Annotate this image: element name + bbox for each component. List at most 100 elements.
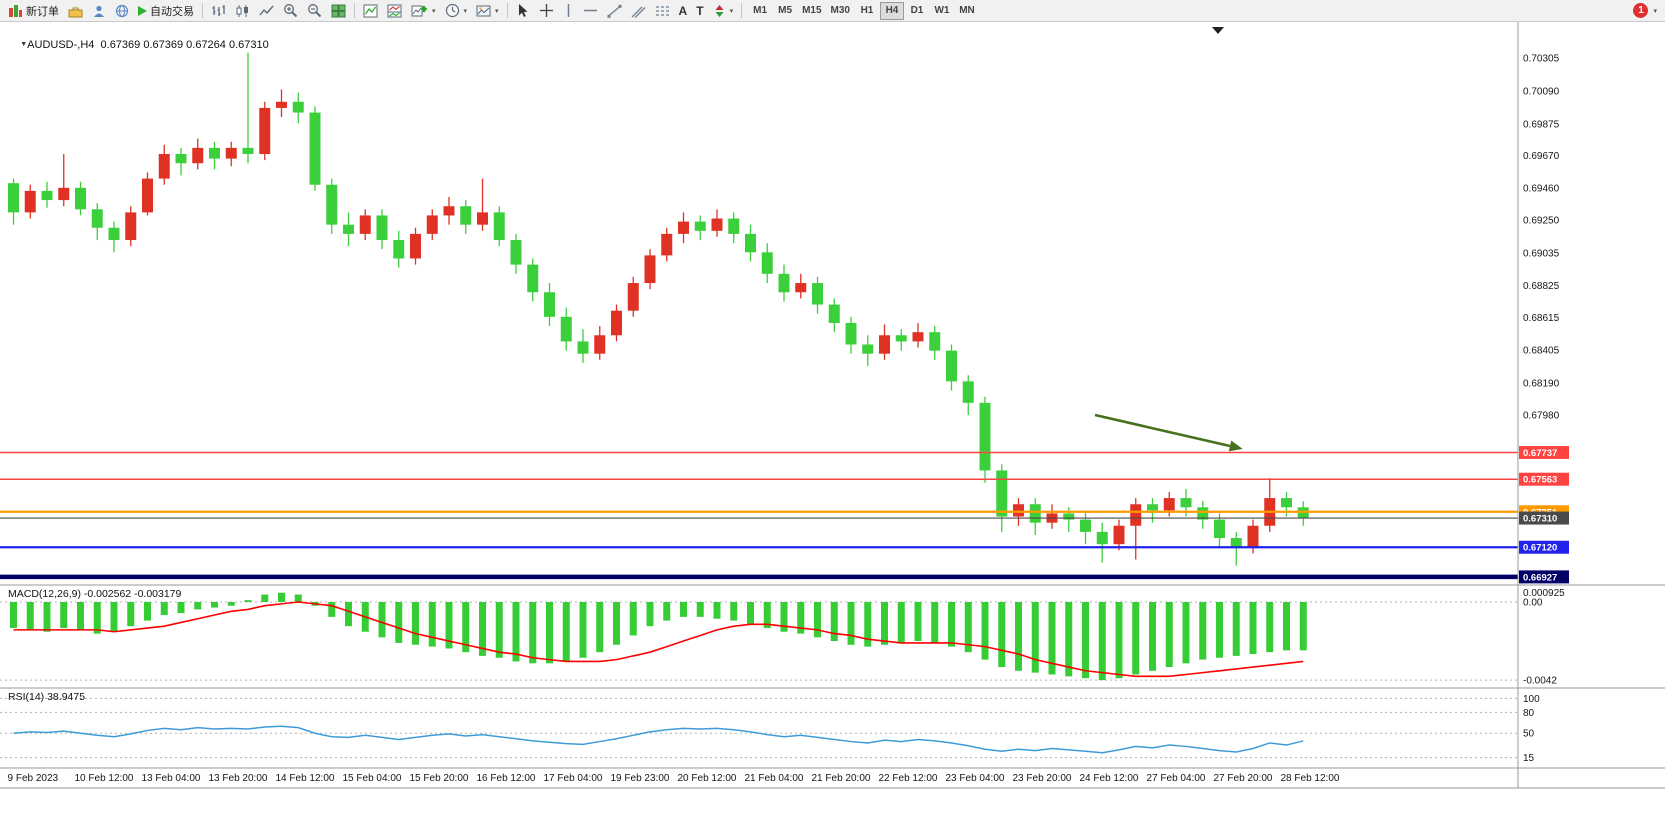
svg-text:0.69250: 0.69250 — [1523, 216, 1560, 227]
channel-button[interactable] — [627, 1, 650, 21]
svg-text:0.68190: 0.68190 — [1523, 378, 1560, 389]
indicators-button[interactable] — [359, 1, 382, 21]
text-button[interactable]: A — [675, 1, 692, 21]
svg-text:100: 100 — [1523, 694, 1540, 705]
candles-layer[interactable] — [8, 52, 1309, 566]
line-chart-button[interactable] — [255, 1, 278, 21]
chart-window[interactable]: 0.70305 0.70090 0.69875 0.69670 0.69460 0.692… — [0, 22, 1665, 838]
community-button[interactable] — [111, 1, 133, 21]
svg-text:15 Feb 04:00: 15 Feb 04:00 — [343, 773, 402, 784]
svg-text:19 Feb 23:00: 19 Feb 23:00 — [611, 773, 670, 784]
templates-button[interactable]: ▾ — [472, 1, 503, 21]
expand-icon[interactable]: ▼ — [20, 41, 28, 48]
svg-text:0.67563: 0.67563 — [1523, 475, 1557, 486]
rsi-label: RSI(14) 38.9475 — [8, 691, 86, 703]
svg-text:10 Feb 12:00: 10 Feb 12:00 — [75, 773, 134, 784]
svg-text:0.00: 0.00 — [1523, 598, 1543, 609]
profile-button[interactable] — [88, 1, 110, 21]
svg-text:20 Feb 12:00: 20 Feb 12:00 — [678, 773, 737, 784]
tile-windows-icon — [331, 4, 346, 17]
text-label-button[interactable]: T — [692, 1, 707, 21]
svg-text:80: 80 — [1523, 708, 1535, 719]
profile-icon — [94, 5, 104, 17]
bar-chart-icon — [212, 4, 225, 16]
rsi-panel[interactable] — [0, 697, 1518, 759]
symbol-ohlc-line: AUDUSD-,H4 0.67369 0.67369 0.67264 0.673… — [27, 39, 269, 51]
toolbar-overflow-icon[interactable]: ▾ — [1653, 7, 1657, 15]
arrow-tools-icon — [715, 4, 724, 17]
svg-text:0.70305: 0.70305 — [1523, 54, 1560, 65]
tile-windows-button[interactable] — [327, 1, 350, 21]
arrow-tools-button[interactable]: ▾ — [709, 1, 738, 21]
svg-text:13 Feb 20:00: 13 Feb 20:00 — [209, 773, 268, 784]
auto-trading-button[interactable]: 自动交易 — [134, 1, 198, 21]
svg-text:0.69670: 0.69670 — [1523, 151, 1560, 162]
main-toolbar: 新订单 自动交易 ▾ ▾ — [0, 0, 1665, 22]
cursor-button[interactable] — [512, 1, 534, 21]
svg-text:0.68825: 0.68825 — [1523, 281, 1560, 292]
timeframe-m15[interactable]: M15 — [798, 2, 825, 20]
add-indicator-icon — [411, 5, 427, 16]
timeframe-m5[interactable]: M5 — [773, 2, 797, 20]
timeframe-m30[interactable]: M30 — [827, 2, 854, 20]
timeframe-m1[interactable]: M1 — [748, 2, 772, 20]
dropdown-caret-icon: ▾ — [729, 7, 734, 15]
bar-chart-button[interactable] — [207, 1, 230, 21]
svg-text:0.000925: 0.000925 — [1523, 588, 1565, 599]
dropdown-caret-icon: ▾ — [463, 7, 468, 15]
chart-canvas[interactable]: 0.70305 0.70090 0.69875 0.69670 0.69460 0.692… — [0, 22, 1665, 838]
trendline-button[interactable] — [603, 1, 626, 21]
add-indicator-button[interactable]: ▾ — [407, 1, 440, 21]
fibonacci-button[interactable] — [651, 1, 674, 21]
svg-text:21 Feb 04:00: 21 Feb 04:00 — [745, 773, 804, 784]
macd-panel[interactable] — [0, 592, 1518, 681]
symbol-info: ▼AUDUSD-,H4 0.67369 0.67369 0.67264 0.67… — [8, 27, 269, 63]
time-axis[interactable]: 9 Feb 2023 10 Feb 12:00 13 Feb 04:00 13 Feb… — [8, 773, 1340, 784]
vertical-line-icon — [567, 4, 569, 17]
candlestick-chart-button[interactable] — [231, 1, 254, 21]
macd-label: MACD(12,26,9) -0.002562 -0.003179 — [8, 588, 182, 600]
svg-text:0.68405: 0.68405 — [1523, 345, 1560, 356]
svg-text:13 Feb 04:00: 13 Feb 04:00 — [142, 773, 201, 784]
indicator-window-button[interactable] — [383, 1, 406, 21]
periods-button[interactable]: ▾ — [441, 1, 472, 21]
chart-shift-marker[interactable] — [1212, 27, 1224, 34]
new-order-icon — [9, 4, 22, 17]
horizontal-line-button[interactable] — [579, 1, 602, 21]
zoom-out-icon — [308, 4, 322, 18]
svg-text:-0.0042: -0.0042 — [1523, 676, 1557, 687]
svg-text:27 Feb 20:00: 27 Feb 20:00 — [1214, 773, 1273, 784]
svg-text:23 Feb 20:00: 23 Feb 20:00 — [1013, 773, 1072, 784]
toolbar-right: 1 ▾ — [1633, 3, 1661, 18]
svg-text:0.68615: 0.68615 — [1523, 313, 1560, 324]
svg-text:17 Feb 04:00: 17 Feb 04:00 — [544, 773, 603, 784]
zoom-out-button[interactable] — [303, 1, 326, 21]
svg-text:28 Feb 12:00: 28 Feb 12:00 — [1281, 773, 1340, 784]
svg-text:0.67120: 0.67120 — [1523, 543, 1557, 554]
new-order-button[interactable]: 新订单 — [4, 1, 63, 21]
template-icon — [476, 5, 491, 16]
vertical-line-button[interactable] — [559, 1, 578, 21]
timeframe-d1[interactable]: D1 — [905, 2, 929, 20]
timeframe-w1[interactable]: W1 — [930, 2, 954, 20]
toolbox-button[interactable] — [64, 1, 87, 21]
zoom-in-icon — [284, 4, 298, 18]
panel-borders — [0, 22, 1665, 789]
timeframe-h4[interactable]: H4 — [879, 1, 904, 20]
notification-badge[interactable]: 1 — [1633, 3, 1649, 18]
price-axis[interactable]: 0.70305 0.70090 0.69875 0.69670 0.69460 0.692… — [1519, 54, 1569, 765]
toolbar-separator — [506, 3, 508, 18]
price-levels-layer[interactable] — [0, 451, 1518, 580]
svg-text:0.66927: 0.66927 — [1523, 572, 1557, 583]
crosshair-button[interactable] — [535, 1, 558, 21]
svg-text:21 Feb 20:00: 21 Feb 20:00 — [812, 773, 871, 784]
svg-text:0.70090: 0.70090 — [1523, 87, 1560, 98]
annotation-arrow[interactable] — [1094, 413, 1243, 452]
zoom-in-button[interactable] — [279, 1, 302, 21]
svg-text:27 Feb 04:00: 27 Feb 04:00 — [1147, 773, 1206, 784]
timeframe-mn[interactable]: MN — [955, 2, 979, 20]
channel-icon — [631, 6, 646, 18]
fibonacci-icon — [655, 5, 669, 16]
timeframe-h1[interactable]: H1 — [855, 2, 879, 20]
svg-text:0.69035: 0.69035 — [1523, 249, 1560, 260]
